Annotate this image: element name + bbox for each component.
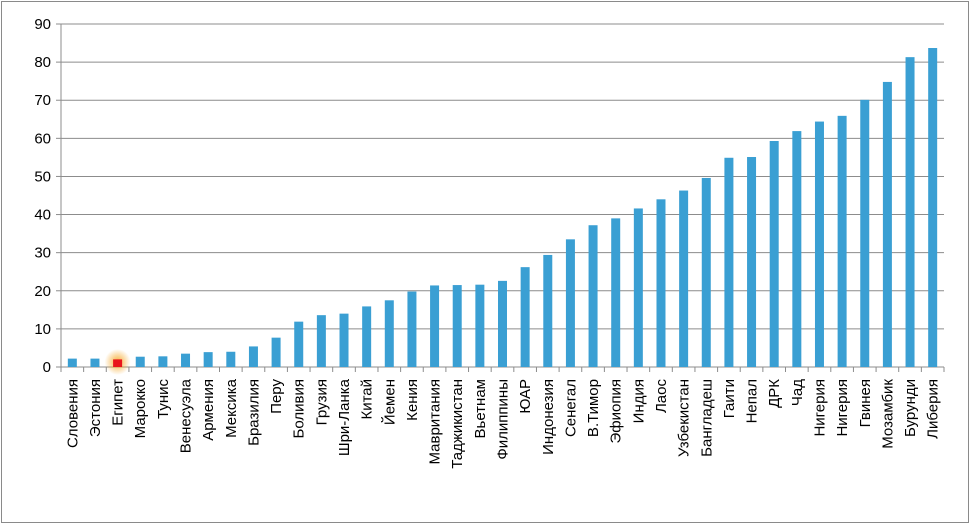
bar [181, 353, 191, 367]
bar [135, 356, 145, 367]
x-category-label: Нигерия [811, 379, 828, 437]
x-category-label: Перу [268, 379, 285, 414]
x-category-label: Армения [200, 379, 217, 441]
x-category-label: Бурунди [902, 379, 919, 437]
x-category-label: Йемен [380, 379, 398, 425]
bar [905, 57, 915, 367]
x-category-label: Либерия [925, 379, 942, 439]
bar [452, 285, 462, 367]
y-tick-label: 0 [43, 359, 51, 376]
bar [384, 300, 394, 367]
bar [271, 337, 281, 367]
x-category-label: Бразилия [245, 379, 262, 446]
y-tick-label: 30 [34, 245, 51, 262]
bar [837, 115, 847, 367]
x-category-label: Нигерия [834, 379, 851, 437]
x-category-label: Индия [630, 379, 647, 423]
bar [158, 356, 168, 367]
bar [928, 48, 938, 367]
bar [814, 121, 824, 367]
bar [701, 177, 711, 367]
x-category-label: Эстония [87, 379, 104, 437]
bars [67, 48, 938, 375]
x-category-label: Грузия [313, 379, 330, 425]
bar [339, 313, 349, 367]
x-category-label: Мавритания [427, 379, 444, 465]
x-category-label: Боливия [291, 379, 308, 438]
bar [611, 218, 621, 367]
y-tick-label: 70 [34, 92, 51, 109]
bar [316, 315, 326, 367]
x-category-label: Индонезия [540, 379, 557, 455]
bar [747, 157, 757, 367]
x-category-label: Тунис [155, 379, 172, 419]
bar [294, 321, 304, 367]
x-category-label: Мексика [223, 378, 240, 438]
y-tick-label: 60 [34, 130, 51, 147]
bar [475, 284, 485, 367]
x-category-label: Мозамбик [879, 379, 896, 449]
bar [679, 190, 689, 367]
y-tick-labels: 0 10 20 30 40 50 60 70 80 90 [34, 16, 51, 376]
x-category-label: Вьетнам [472, 379, 489, 438]
x-category-label: Марокко [132, 379, 149, 438]
x-category-label: Китай [359, 379, 376, 420]
x-category-label: Шри-Ланка [336, 378, 353, 456]
x-category-label: Гвинея [857, 379, 874, 427]
x-category-label: В.Тимор [585, 379, 602, 437]
x-category-label: Эфиопия [608, 379, 625, 443]
x-category-label: Гаити [721, 379, 738, 418]
x-category-label: ДРК [766, 379, 783, 408]
x-category-labels: Словения Эстония Египет Марокко Тунис Венесуэ… [64, 378, 941, 468]
bar [430, 285, 440, 367]
bar [769, 141, 779, 367]
x-category-label: Непал [744, 379, 761, 423]
x-category-label: Узбекистан [676, 379, 693, 457]
y-tick-label: 20 [34, 283, 51, 300]
bar [67, 358, 77, 367]
x-category-label: Кения [404, 379, 421, 421]
bar [588, 225, 598, 367]
bar [860, 99, 870, 367]
bar [520, 267, 530, 367]
y-tick-label: 80 [34, 54, 51, 71]
bar [113, 359, 123, 367]
bar [203, 352, 213, 367]
x-category-label: ЮАР [517, 379, 534, 414]
bar [724, 157, 734, 367]
bar [248, 346, 258, 367]
bar [90, 358, 100, 367]
bar [543, 254, 553, 367]
x-category-label: Чад [789, 379, 806, 406]
bar [882, 81, 892, 367]
bar [407, 291, 417, 367]
y-tick-label: 10 [34, 321, 51, 338]
y-tick-label: 40 [34, 207, 51, 224]
bar [633, 208, 643, 367]
bar [792, 131, 802, 367]
bar [656, 199, 666, 367]
x-category-label: Египет [110, 379, 127, 426]
x-category-label: Филиппины [495, 379, 512, 460]
y-tick-label: 90 [34, 16, 51, 33]
x-category-label: Бангладеш [698, 379, 715, 457]
x-category-label: Словения [64, 379, 81, 448]
bar [565, 239, 575, 367]
bar [362, 306, 372, 367]
bar [498, 280, 507, 367]
x-category-label: Таджикистан [449, 379, 466, 469]
x-category-label: Сенегал [562, 379, 579, 437]
y-tick-label: 50 [34, 168, 51, 185]
x-category-label: Венесуэла [178, 378, 195, 453]
x-category-label: Лаос [653, 379, 670, 414]
bar [226, 351, 236, 367]
